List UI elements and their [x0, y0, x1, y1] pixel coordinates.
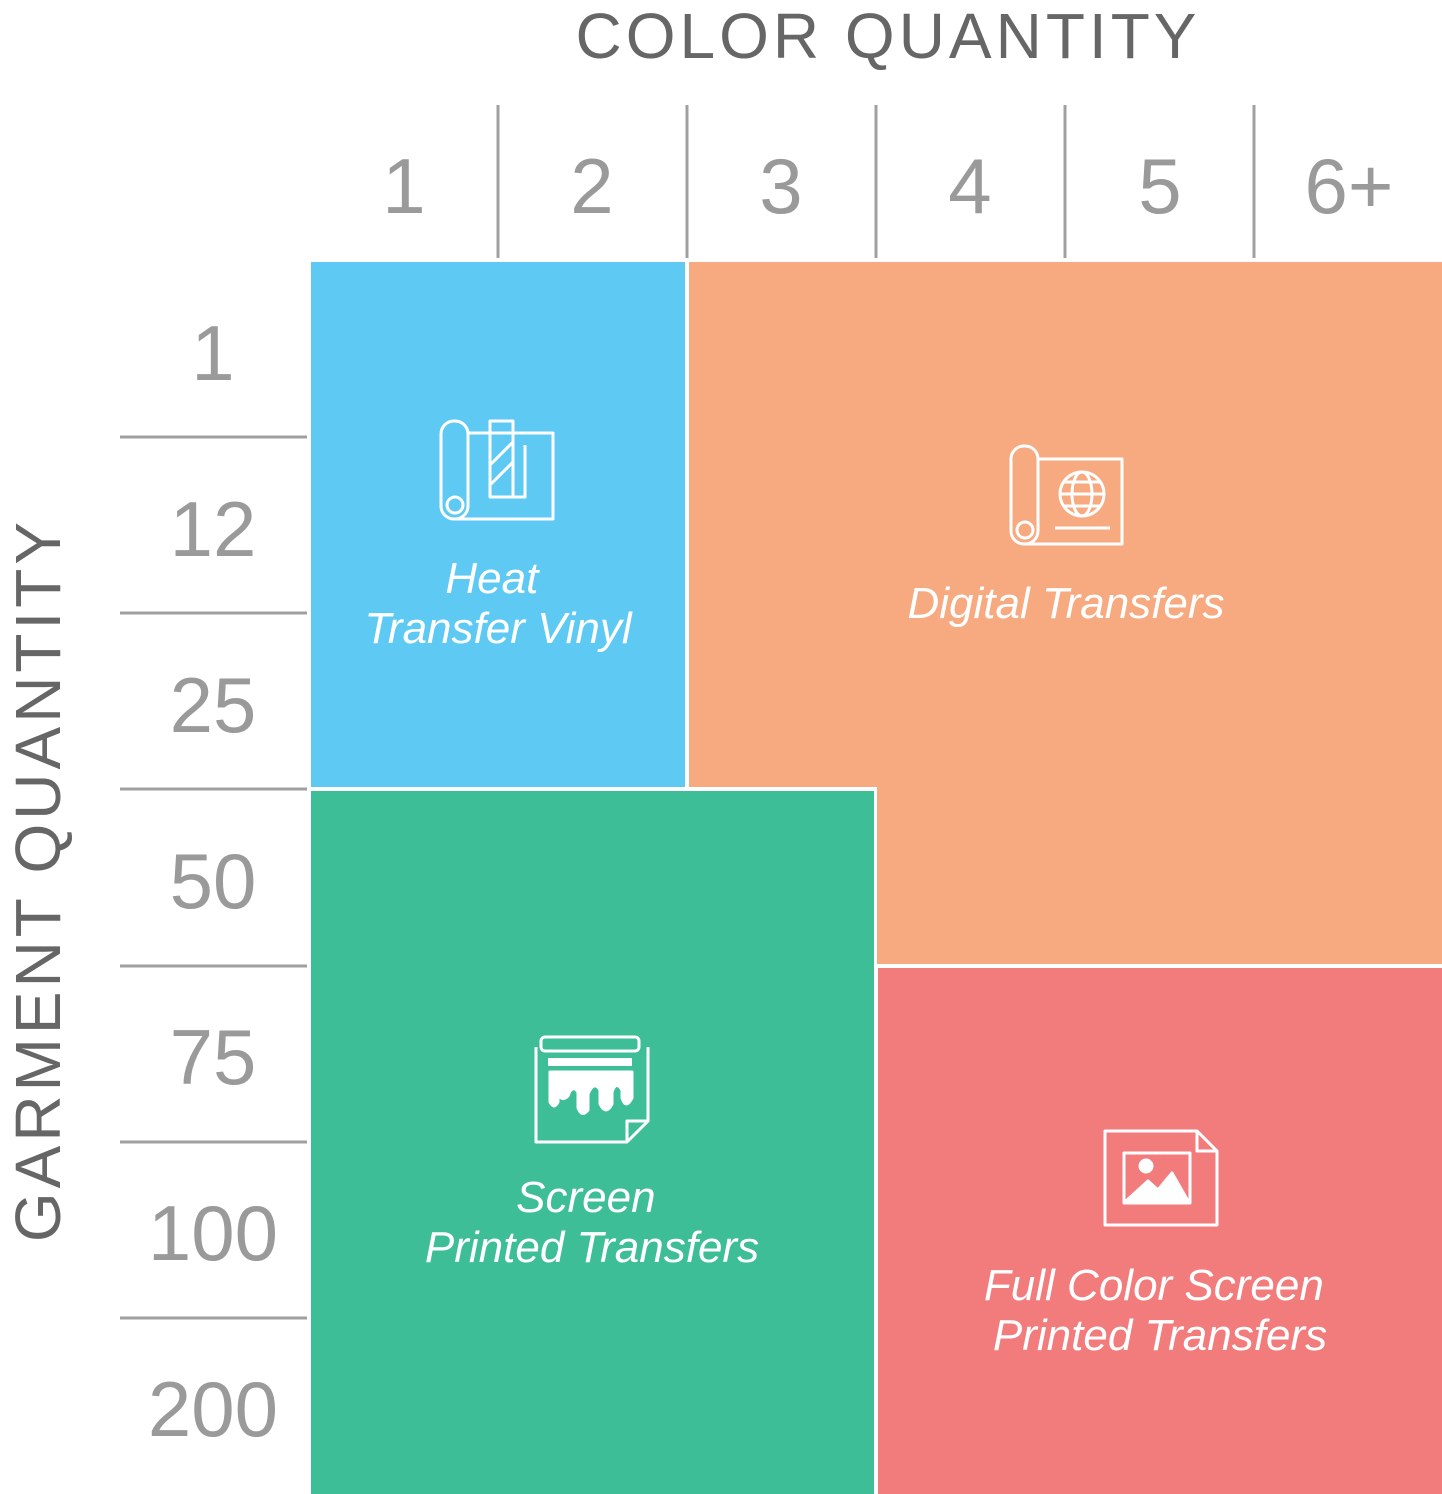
column-label: 2 — [570, 142, 613, 230]
column-label: 4 — [948, 142, 991, 230]
region-label: Heat Transfer Vinyl — [364, 554, 633, 653]
region-label: Screen Printed Transfers — [425, 1173, 759, 1272]
row-label: 1 — [191, 309, 234, 397]
icon-vinyl-roll — [439, 419, 555, 521]
row-label: 12 — [170, 485, 257, 573]
y-axis-label: GARMENT QUANTITY — [2, 518, 74, 1242]
column-label: 3 — [759, 142, 802, 230]
row-label: 75 — [170, 1013, 257, 1101]
row-label: 200 — [148, 1365, 278, 1453]
region-digital-transfers — [689, 262, 1442, 964]
region-full-color-screen — [878, 968, 1442, 1494]
region-heat-transfer-vinyl — [311, 262, 685, 787]
region-label: Full Color Screen Printed Transfers — [984, 1261, 1336, 1360]
column-label: 1 — [382, 142, 425, 230]
row-label: 50 — [170, 837, 257, 925]
row-label: 25 — [170, 661, 257, 749]
row-headers: 1 12 25 50 75 100 200 — [120, 309, 307, 1453]
icon-screen-print — [534, 1035, 650, 1144]
icon-image-file — [1103, 1129, 1219, 1227]
icon-digital-roll — [1009, 444, 1124, 546]
region-label: Digital Transfers — [907, 579, 1224, 628]
column-headers: 1 2 3 4 5 6+ — [382, 105, 1393, 258]
row-label: 100 — [148, 1189, 278, 1277]
title: COLOR QUANTITY — [576, 0, 1201, 72]
column-label: 5 — [1138, 142, 1181, 230]
column-label: 6+ — [1305, 142, 1394, 230]
